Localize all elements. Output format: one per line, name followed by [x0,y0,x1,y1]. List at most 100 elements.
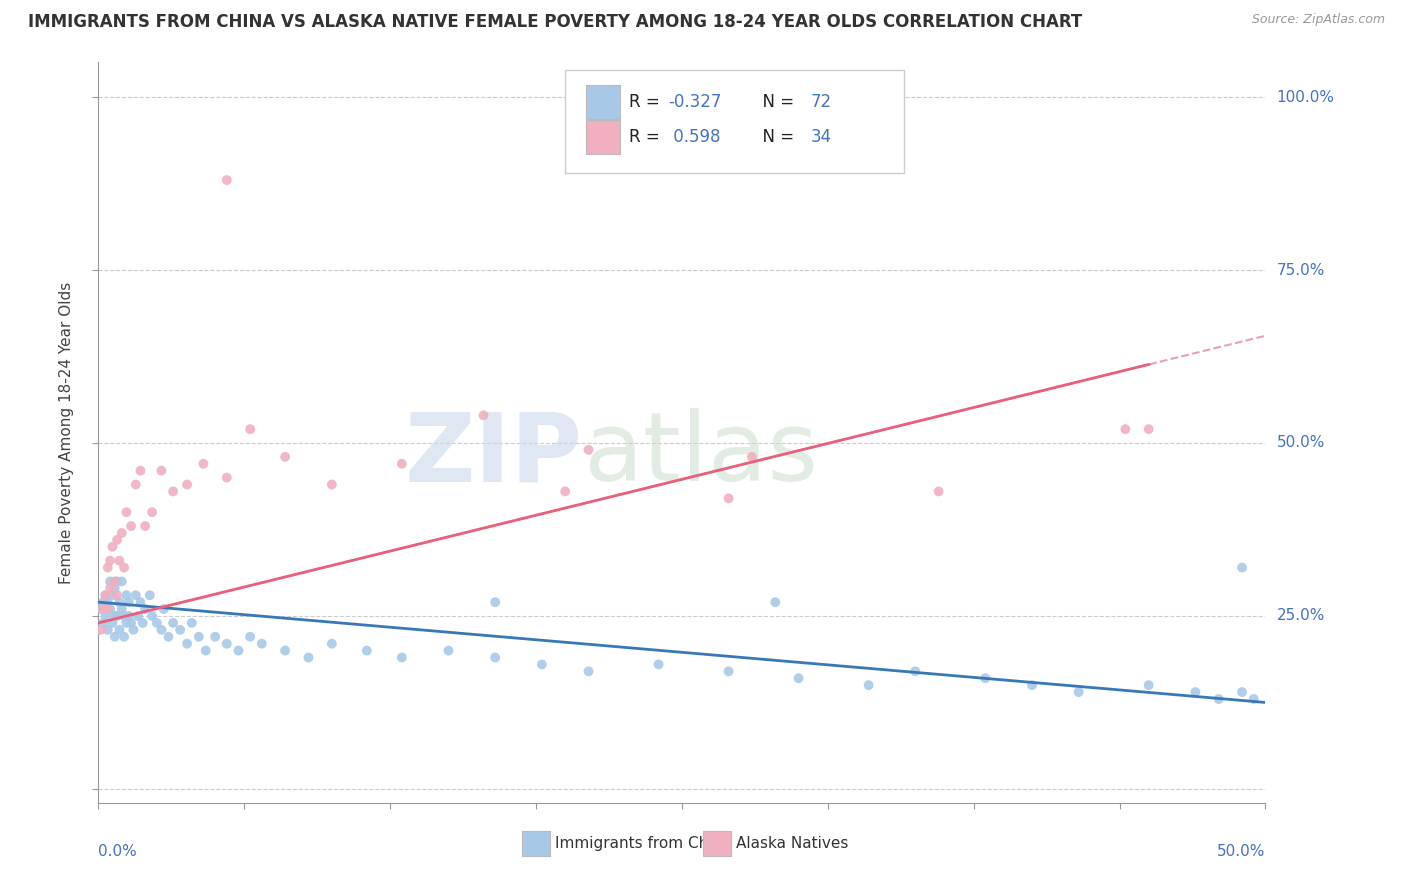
Point [904,665,927,679]
Point [97,602,120,616]
Text: 0.0%: 0.0% [98,845,138,860]
Point [215,173,238,187]
FancyBboxPatch shape [565,70,904,173]
Point [717,665,740,679]
Point [554,484,576,499]
Point [578,665,600,679]
Point [274,450,297,464]
Point [94,588,117,602]
Text: IMMIGRANTS FROM CHINA VS ALASKA NATIVE FEMALE POVERTY AMONG 18-24 YEAR OLDS CORR: IMMIGRANTS FROM CHINA VS ALASKA NATIVE F… [28,13,1083,31]
Point [1208,692,1230,706]
Point [104,582,127,596]
Point [250,637,273,651]
Point [118,595,141,609]
Point [115,588,138,602]
Point [90,623,112,637]
Text: 75.0%: 75.0% [1277,262,1324,277]
Point [105,533,128,547]
Point [578,442,600,457]
Point [763,595,786,609]
Point [97,595,120,609]
Point [162,484,184,499]
Text: -0.327: -0.327 [668,93,721,111]
Point [104,609,127,624]
Point [1184,685,1206,699]
Point [108,623,131,637]
Text: N =: N = [752,93,799,111]
Point [1243,692,1265,706]
Point [127,609,149,624]
Point [1067,685,1090,699]
Point [717,491,740,506]
Text: N =: N = [752,128,799,146]
Point [91,602,114,616]
Point [111,574,134,589]
Point [104,574,127,589]
Point [134,602,156,616]
Point [391,457,413,471]
Point [97,623,120,637]
Point [120,519,142,533]
Text: 50.0%: 50.0% [1277,435,1324,450]
Point [150,464,173,478]
Point [152,602,174,616]
Text: Alaska Natives: Alaska Natives [735,836,848,851]
Y-axis label: Female Poverty Among 18-24 Year Olds: Female Poverty Among 18-24 Year Olds [59,282,75,583]
Text: R =: R = [630,93,665,111]
Point [150,623,173,637]
Point [105,574,128,589]
Point [118,609,141,624]
Point [139,588,162,602]
Text: 25.0%: 25.0% [1277,608,1324,624]
Point [98,602,121,616]
Text: Source: ZipAtlas.com: Source: ZipAtlas.com [1251,13,1385,27]
Point [228,643,250,657]
FancyBboxPatch shape [522,831,550,856]
Point [321,637,343,651]
Point [91,615,114,630]
Point [120,615,142,630]
Point [928,484,950,499]
Point [115,615,138,630]
Point [101,540,124,554]
Point [274,643,297,657]
Point [105,609,128,624]
Point [647,657,669,672]
Point [111,525,134,540]
Point [101,615,124,630]
Point [105,588,128,602]
Point [741,450,763,464]
Text: 72: 72 [810,93,831,111]
Point [91,595,114,609]
Point [112,630,135,644]
Point [132,615,155,630]
Point [125,477,148,491]
Point [1230,560,1253,574]
Point [112,609,135,624]
Point [239,630,262,644]
Text: 34: 34 [810,128,831,146]
Point [115,505,138,519]
Point [162,615,184,630]
Point [215,470,238,484]
Point [134,519,156,533]
Point [108,554,131,568]
Point [391,650,413,665]
Text: R =: R = [630,128,665,146]
Point [974,671,997,685]
Point [90,602,112,616]
Point [98,582,121,596]
Text: Immigrants from China: Immigrants from China [555,836,731,851]
Point [176,637,198,651]
Point [111,602,134,616]
FancyBboxPatch shape [703,831,731,856]
Point [1137,422,1160,436]
Point [858,678,880,692]
Point [1114,422,1136,436]
Point [176,477,198,491]
Text: atlas: atlas [582,409,818,501]
Text: ZIP: ZIP [405,409,582,501]
Point [108,595,131,609]
Point [97,560,120,574]
Point [98,574,121,589]
